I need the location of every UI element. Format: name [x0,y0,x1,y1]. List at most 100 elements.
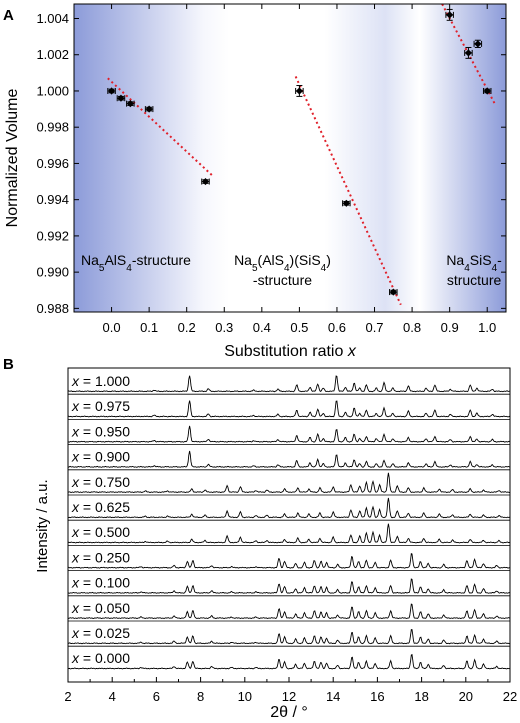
region-label-part: )(SiS [290,252,321,268]
pattern-label-var: x [71,549,80,565]
y-tick-label: 1.004 [36,11,69,26]
pattern-label-value: 1.000 [95,373,130,389]
pattern-label-var: x [71,373,80,389]
diamond-marker [446,11,454,19]
pattern-label-var: x [71,474,80,490]
x-tick-label: 14 [326,689,340,704]
x-tick-label: 0.9 [441,320,459,335]
y-tick-label: 1.002 [36,47,69,62]
pattern-label-value: 0.950 [95,423,130,439]
diamond-marker [107,87,116,95]
pattern-label-eq: = [79,549,95,565]
x-axis-ticks: 0.0 0.1 0.2 0.3 0.4 0.5 0.6 0.7 0.8 0.9 1.0 [103,4,496,335]
region-label-part: Na [234,252,252,268]
x-tick-label: 0.4 [253,320,271,335]
pattern-label: x = 0.025 [71,625,130,641]
pattern-label: x = 0.250 [71,549,130,565]
region-label-part: 4 [126,262,132,273]
diamond-marker [474,40,482,48]
x-tick-label: 0.0 [103,320,121,335]
pattern-0.500: x = 0.500 [67,519,511,544]
x-axis-label-main: Substitution ratio [224,343,348,360]
pattern-label-var: x [71,625,80,641]
y-tick-label: 0.990 [36,265,69,280]
diamond-marker [201,177,210,186]
pattern-label-value: 0.975 [95,398,130,414]
diamond-marker [483,87,491,95]
x-tick-label: 20 [459,689,473,704]
pattern-label-var: x [71,600,80,616]
pattern-label: x = 0.625 [71,499,130,515]
pattern-label-value: 0.025 [95,625,130,641]
x-tick-label: 0.8 [403,320,421,335]
pattern-label-eq: = [79,398,95,414]
diamond-marker [295,87,303,95]
region-label-part: - [497,252,502,268]
fit-line-1 [294,76,402,306]
x-tick-label: 1.0 [478,320,496,335]
region-label-0: Na5AlS4-structure [81,252,191,274]
panel-a-label: A [3,7,14,24]
y-axis-ticks: 0.988 0.990 0.992 0.994 0.996 0.998 1.000 1.002… [36,11,506,316]
pattern-label-eq: = [79,423,95,439]
data-point-5 [295,85,304,97]
x-tick-label: 2 [64,689,71,704]
data-point-8 [445,8,454,21]
data-points [107,8,492,296]
diamond-marker [145,105,153,113]
pattern-trace [67,653,511,670]
x-tick-label: 22 [503,689,517,704]
data-point-2 [126,100,135,108]
x-tick-label: 16 [370,689,384,704]
diamond-marker [117,94,125,102]
pattern-label: x = 1.000 [71,373,130,389]
region-label-part: 4 [321,262,327,273]
x-tick-label: 4 [109,689,116,704]
region-label-part: ) [326,252,331,268]
pattern-label: x = 0.950 [71,423,130,439]
region-label-1: Na5(AlS4)(SiS4) -structure [234,252,331,288]
diamond-marker [126,100,134,108]
data-point-4 [201,177,210,186]
pattern-0.900: x = 0.900 [67,444,511,468]
data-point-0 [107,87,116,95]
x-tick-label: 0.2 [178,320,196,335]
pattern-label-eq: = [79,449,95,465]
panel-a-frame [73,3,507,313]
pattern-trace [67,497,511,519]
pattern-label-eq: = [79,600,95,616]
pattern-label-value: 0.750 [95,474,130,490]
pattern-trace [67,523,511,544]
diamond-marker [464,49,473,57]
pattern-label-value: 0.500 [95,524,130,540]
pattern-label-var: x [71,423,80,439]
data-point-9 [464,46,473,59]
x-tick-label: 0.5 [290,320,308,335]
pattern-0.625: x = 0.625 [67,494,511,519]
region-label-part: structure [447,272,502,288]
y-tick-label: 0.992 [36,228,69,243]
pattern-label-eq: = [79,650,95,666]
region-label-part: 5 [252,262,258,273]
pattern-trace [67,603,511,620]
pattern-trace [67,425,511,443]
region-label-part: 4 [464,262,470,273]
pattern-label-var: x [71,524,80,540]
pattern-1.000: x = 1.000 [67,373,510,393]
x-axis-label-b: 2θ / ° [270,704,308,721]
pattern-label: x = 0.900 [71,449,130,465]
pattern-trace [67,629,511,645]
pattern-0.000: x = 0.000 [67,645,511,670]
region-label-part: -structure [132,252,191,268]
region-labels: Na5AlS4-structure Na5(AlS4)(SiS4) -structu… [81,252,502,288]
pattern-label-value: 0.050 [95,600,130,616]
region-label-part: (AlS [258,252,284,268]
x-axis-label: Substitution ratio x [224,343,357,360]
pattern-0.025: x = 0.025 [67,620,511,645]
x-tick-label: 8 [197,689,204,704]
pattern-0.100: x = 0.100 [67,570,511,594]
panel-a: A Na5AlS4-structure Na5(AlS4)(SiS4) -struc… [3,3,507,360]
